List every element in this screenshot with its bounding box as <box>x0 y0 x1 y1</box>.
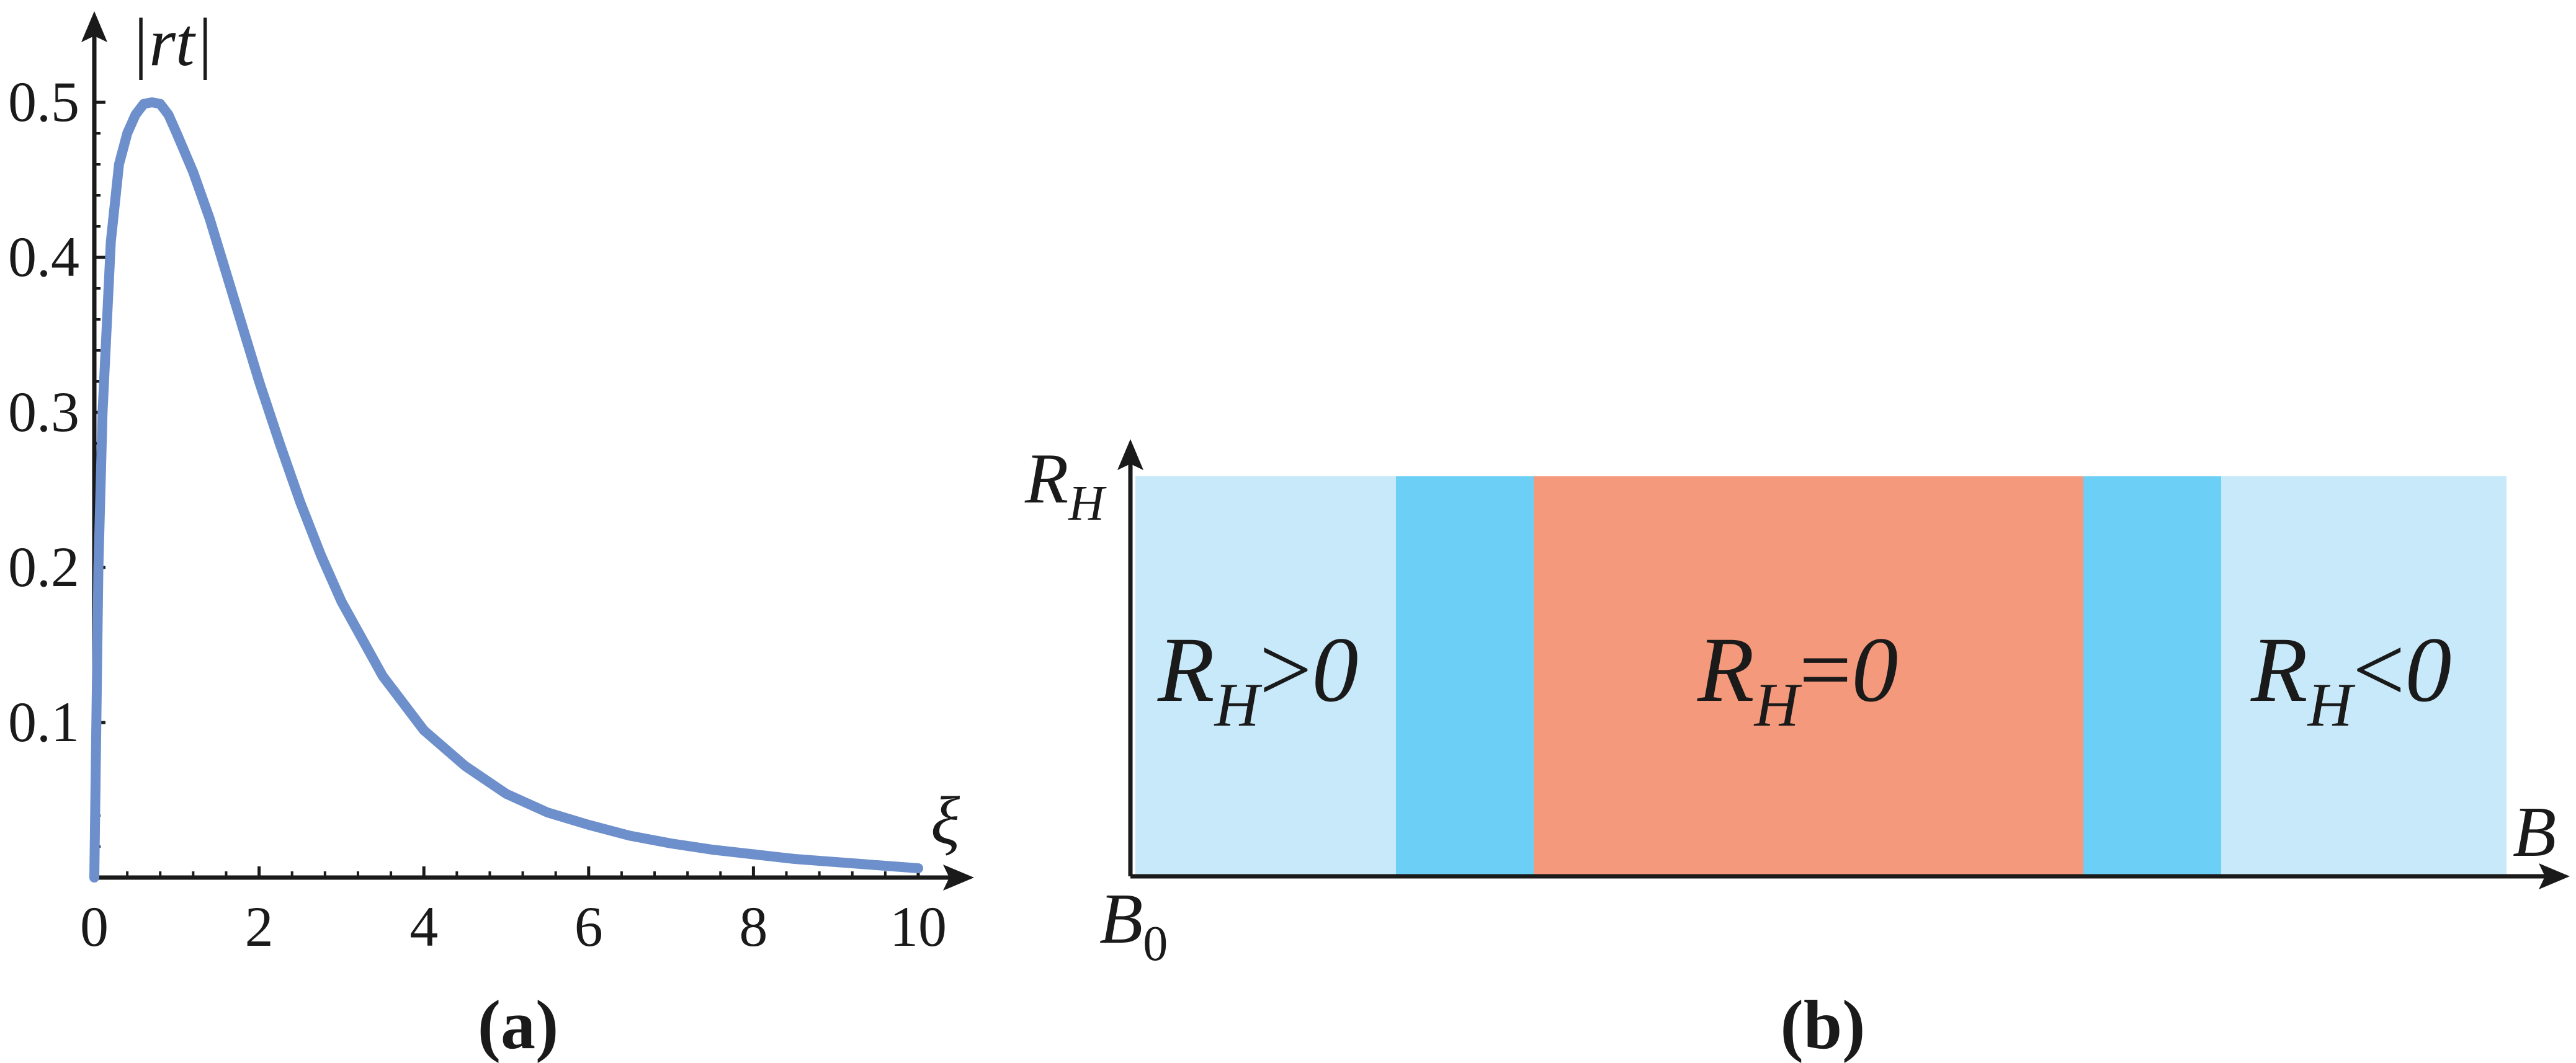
region-label-negative-value: 0 <box>2405 618 2451 721</box>
region-label-zero-main: R <box>1697 618 1755 721</box>
x-axis-title: ξ <box>931 783 960 858</box>
x-axis-ticks: 0 2 4 6 8 10 <box>80 866 947 958</box>
region-label-zero-sub: H <box>1753 670 1802 739</box>
region-4 <box>2221 476 2507 874</box>
region-2 <box>1534 476 2083 874</box>
regions <box>1135 476 2507 874</box>
x-tick-label: 2 <box>245 895 274 958</box>
region-label-positive-main: R <box>1157 618 1215 721</box>
region-label-negative-main: R <box>2250 618 2308 721</box>
series-line-0 <box>89 97 923 883</box>
x-tick-label: 6 <box>575 895 603 958</box>
region-label-positive-value: 0 <box>1312 618 1358 721</box>
x-tick-label: 10 <box>890 895 947 958</box>
region-1 <box>1396 476 1534 874</box>
b-y-axis-arrow <box>1117 439 1143 470</box>
b-origin-label: B0 <box>1099 879 1168 971</box>
region-label-zero: RH=0 <box>1697 618 1898 739</box>
region-label-negative: RH<0 <box>2250 618 2451 739</box>
b-origin-sub: 0 <box>1143 917 1168 971</box>
region-label-positive-rel: > <box>1259 618 1312 721</box>
x-tick-label: 8 <box>739 895 767 958</box>
region-label-negative-sub: H <box>2307 670 2356 739</box>
y-axis-title: |rt| <box>130 4 213 80</box>
region-label-zero-rel: = <box>1799 618 1852 721</box>
panel-b-regions-diagram: RH B B0 RH>0 RH=0 RH<0 (b) <box>1024 439 2570 1063</box>
y-tick-label: 0.5 <box>8 70 79 133</box>
y-axis-arrow <box>81 11 107 42</box>
x-axis-arrow <box>943 865 974 891</box>
region-label-positive: RH>0 <box>1157 618 1358 739</box>
y-tick-label: 0.3 <box>8 380 79 443</box>
y-tick-label: 0.2 <box>8 535 79 598</box>
region-label-zero-value: 0 <box>1851 618 1898 721</box>
region-0 <box>1135 476 1396 874</box>
b-y-axis-title-main: R <box>1024 439 1068 518</box>
series-lines <box>89 97 923 883</box>
panel-label-b: (b) <box>1781 987 1866 1063</box>
b-y-axis-title-sub: H <box>1068 476 1107 531</box>
y-tick-label: 0.1 <box>8 690 79 754</box>
y-tick-label: 0.4 <box>8 225 79 288</box>
region-label-positive-sub: H <box>1214 670 1263 739</box>
x-tick-label: 0 <box>80 895 109 958</box>
b-origin-main: B <box>1099 879 1143 958</box>
b-x-axis-arrow <box>2539 863 2570 889</box>
region-label-negative-rel: < <box>2353 618 2405 721</box>
panel-label-a: (a) <box>478 987 559 1063</box>
y-axis-ticks: 0.1 0.2 0.3 0.4 0.5 <box>8 70 105 754</box>
b-y-axis-title: RH <box>1024 439 1107 531</box>
panel-a-line-chart: 0.1 0.2 0.3 0.4 0.5 0 2 4 6 8 10 |rt| ξ (a) <box>8 4 974 1063</box>
region-3 <box>2083 476 2221 874</box>
b-x-axis-title: B <box>2513 793 2556 871</box>
x-tick-label: 4 <box>409 895 438 958</box>
